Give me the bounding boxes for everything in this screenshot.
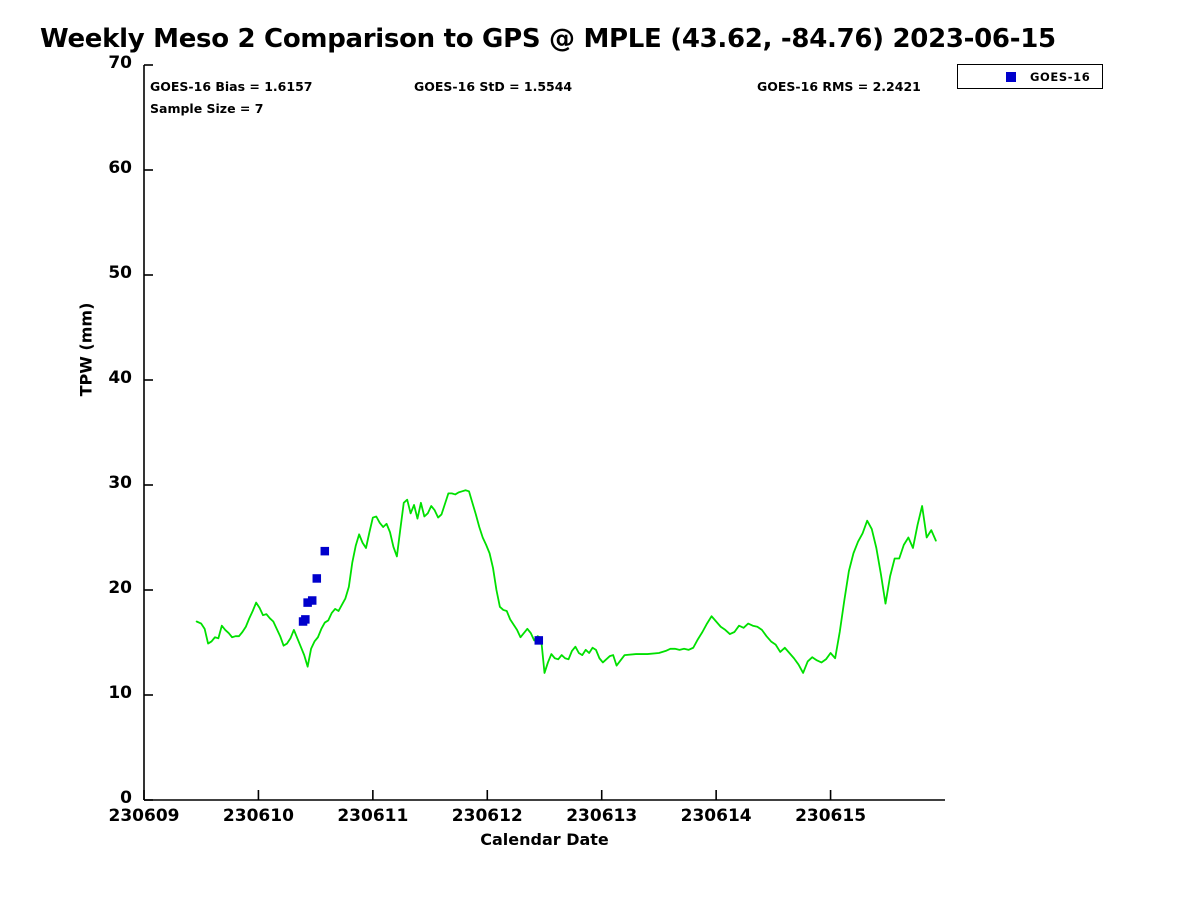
x-tick-label: 230609 [108,806,180,826]
y-tick-label: 0 [120,788,132,808]
y-tick-label: 70 [108,53,132,73]
y-tick-label: 50 [108,263,132,283]
x-axis-label: Calendar Date [480,830,609,849]
x-tick-label: 230612 [451,806,523,826]
data-point-goes16 [301,615,310,624]
data-point-goes16 [307,596,317,605]
series-line-gps [195,489,937,674]
legend-marker-goes16-icon [1006,72,1016,82]
y-tick-label: 10 [108,683,132,703]
page-title: Weekly Meso 2 Comparison to GPS @ MPLE (… [40,24,1056,54]
annotation-bias: GOES-16 Bias = 1.6157 [150,79,313,94]
x-tick-label: 230611 [337,806,409,826]
y-tick-label: 20 [108,578,132,598]
data-point-goes16 [312,574,322,583]
data-point-goes16 [303,598,312,607]
legend-label-goes16: GOES-16 [1030,70,1091,84]
legend [957,64,1103,89]
x-tick-label: 230614 [680,806,752,826]
y-tick-label: 60 [108,158,132,178]
annotation-std: GOES-16 StD = 1.5544 [414,79,573,94]
x-tick-label: 230615 [795,806,867,826]
data-point-goes16 [320,546,330,556]
annotation-sample-size: Sample Size = 7 [150,101,264,116]
y-tick-label: 30 [108,473,132,493]
x-tick-label: 230610 [222,806,294,826]
annotation-rms: GOES-16 RMS = 2.2421 [757,79,921,94]
y-tick-label: 40 [108,368,132,388]
data-point-goes16 [534,636,544,645]
x-tick-label: 230613 [566,806,638,826]
